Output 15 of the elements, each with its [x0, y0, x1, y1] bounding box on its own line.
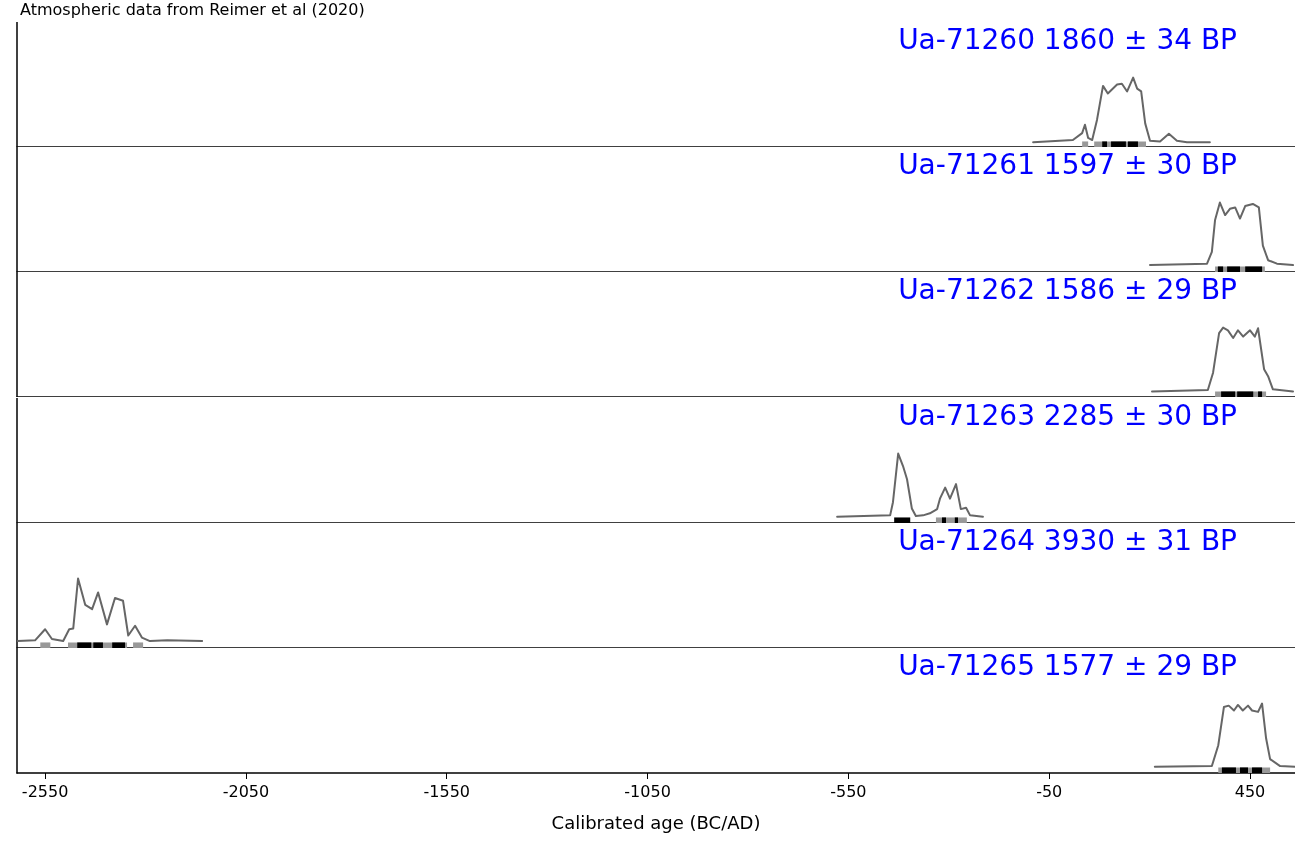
x-tick-label: 450 [1234, 781, 1266, 801]
chart-title: Ua-71262 1586 ± 29 BP [898, 272, 1237, 306]
x-tick-label: -2550 [21, 781, 69, 801]
x-tick-label: -1050 [624, 781, 671, 801]
x-tick-label: -1550 [423, 781, 470, 801]
chart-title: Ua-71264 3930 ± 31 BP [898, 523, 1237, 557]
chart-title: Ua-71261 1597 ± 30 BP [898, 147, 1237, 181]
chart-title: Ua-71260 1860 ± 34 BP [898, 22, 1237, 56]
x-axis-title: Calibrated age (BC/AD) [551, 811, 761, 833]
x-tick-label: -2050 [222, 781, 270, 801]
x-tick-label: -50 [1036, 781, 1063, 801]
x-tick-label: -550 [830, 781, 867, 801]
chart-title: Ua-71263 2285 ± 30 BP [898, 398, 1237, 431]
chart-title: Ua-71265 1577 ± 29 BP [898, 648, 1237, 682]
text: Atmospheric data from Reimer et al (2020) [20, 0, 365, 19]
